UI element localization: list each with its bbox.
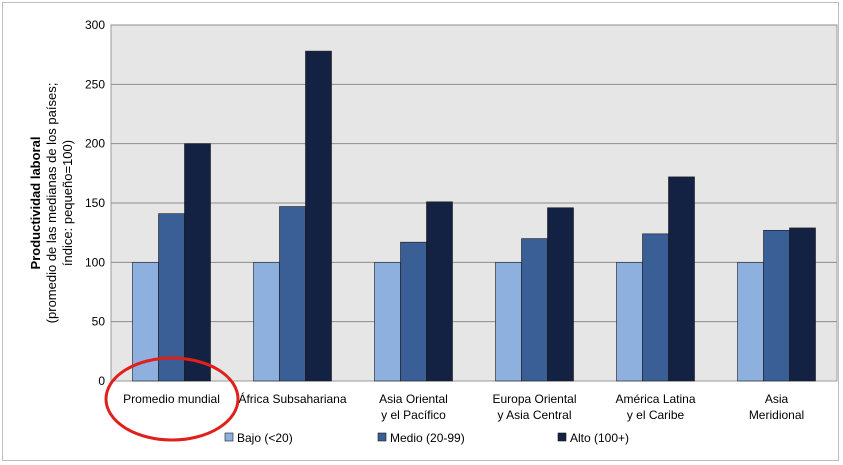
legend-swatch bbox=[377, 432, 387, 442]
category-label: y Asia Central bbox=[497, 408, 571, 422]
y-axis-label-line-3: índice: pequeño=100) bbox=[60, 140, 75, 266]
y-tick-label: 300 bbox=[85, 18, 105, 32]
legend-label: Bajo (<20) bbox=[237, 431, 293, 445]
y-tick-label: 0 bbox=[98, 374, 105, 388]
legend-label: Medio (20-99) bbox=[390, 431, 465, 445]
highlight-ellipse bbox=[104, 356, 240, 442]
bar bbox=[426, 201, 453, 382]
category-label: África Subsahariana bbox=[238, 391, 346, 406]
legend-label: Alto (100+) bbox=[570, 431, 629, 445]
bar bbox=[789, 227, 816, 382]
y-tick-label: 200 bbox=[85, 137, 105, 151]
bar bbox=[668, 176, 695, 382]
bar bbox=[547, 207, 574, 382]
bar bbox=[616, 262, 643, 382]
bar bbox=[763, 229, 790, 382]
bar bbox=[184, 143, 211, 382]
category-label: América Latina bbox=[615, 392, 695, 406]
y-tick-label: 100 bbox=[85, 255, 105, 269]
bar bbox=[642, 233, 669, 382]
y-axis-label: Productividad laboral (promedio de las m… bbox=[28, 83, 75, 324]
y-tick-label: 50 bbox=[92, 315, 106, 329]
gridlines bbox=[111, 24, 837, 323]
bars bbox=[132, 50, 816, 382]
y-axis-ticks: 0 50 100 150 200 250 300 bbox=[85, 18, 105, 388]
bar bbox=[305, 50, 332, 382]
category-label: Promedio mundial bbox=[123, 392, 220, 406]
category-label: y el Pacífico bbox=[381, 408, 446, 422]
legend-swatch bbox=[224, 432, 234, 442]
bar bbox=[737, 262, 764, 382]
bar bbox=[158, 213, 185, 382]
bar bbox=[400, 241, 427, 382]
category-label: Meridional bbox=[749, 408, 804, 422]
bar bbox=[374, 262, 401, 382]
bar bbox=[521, 238, 548, 382]
bar bbox=[495, 262, 522, 382]
bar bbox=[253, 262, 280, 382]
y-axis-label-line-2: (promedio de las medianas de los países; bbox=[44, 83, 59, 324]
category-label: Asia bbox=[765, 392, 789, 406]
legend-swatch bbox=[557, 432, 567, 442]
x-axis-categories: Promedio mundial África Subsahariana Asia … bbox=[123, 391, 804, 422]
category-label: Europa Oriental bbox=[492, 392, 576, 406]
y-tick-label: 250 bbox=[85, 77, 105, 91]
bar bbox=[279, 206, 306, 382]
y-axis-label-line-1: Productividad laboral bbox=[28, 137, 43, 270]
category-label: y el Caribe bbox=[627, 408, 685, 422]
category-label: Asia Oriental bbox=[379, 392, 448, 406]
legend: Bajo (<20) Medio (20-99) Alto (100+) bbox=[224, 431, 629, 445]
y-tick-label: 150 bbox=[85, 196, 105, 210]
